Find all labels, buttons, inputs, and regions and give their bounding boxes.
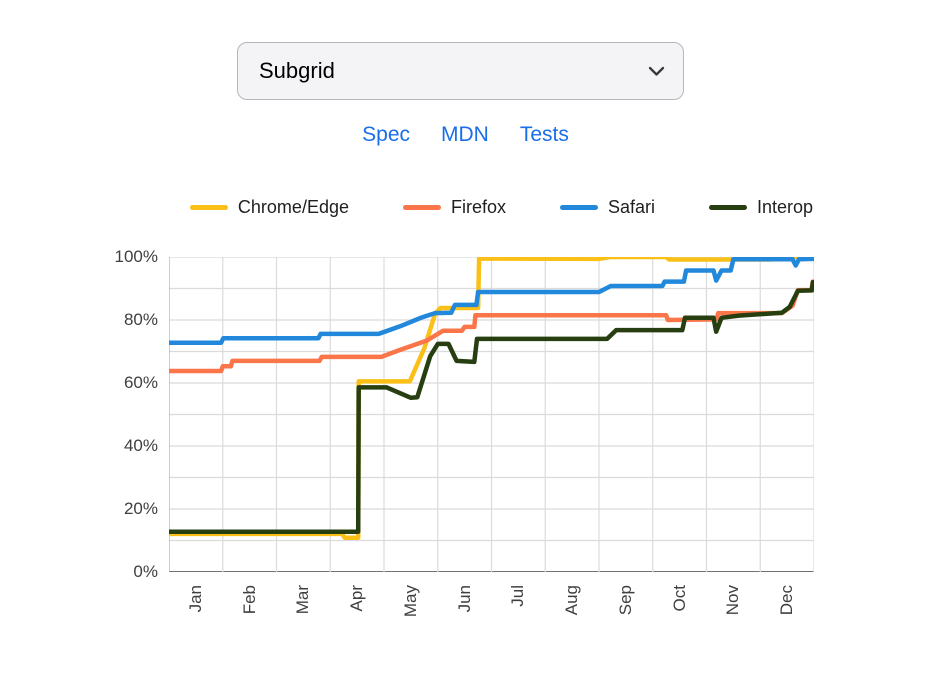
y-axis-tick-label: 40% xyxy=(123,436,158,455)
x-axis-tick-label: Nov xyxy=(723,585,743,616)
quick-links: Spec MDN Tests xyxy=(0,119,931,151)
link-spec[interactable]: Spec xyxy=(362,123,411,146)
legend-item-chrome-edge: Chrome/Edge xyxy=(189,196,349,218)
series-line-chrome-edge xyxy=(169,257,814,540)
chevron-down-icon xyxy=(648,66,665,77)
y-axis-tick-label: 0% xyxy=(133,562,158,581)
series-line-interop xyxy=(169,279,814,534)
x-axis-tick-label: Mar xyxy=(293,585,313,615)
y-axis-tick-label: 60% xyxy=(123,373,158,392)
series-line-safari xyxy=(169,257,814,345)
x-axis-tick-label: Oct xyxy=(669,585,689,612)
line-chart-plot xyxy=(169,257,814,572)
legend-swatch-icon xyxy=(402,204,441,210)
x-axis-tick-label: Feb xyxy=(239,585,259,615)
y-axis-labels: 0% 20% 40% 60% 80% 100% xyxy=(88,0,158,689)
feature-select[interactable]: Subgrid xyxy=(237,42,684,100)
legend-label: Firefox xyxy=(450,196,506,217)
chart-legend: Chrome/Edge Firefox Safari Interop xyxy=(179,194,824,220)
legend-item-firefox: Firefox xyxy=(402,196,506,218)
x-axis-tick-label: May xyxy=(400,585,420,618)
link-mdn[interactable]: MDN xyxy=(441,123,489,146)
x-axis-tick-label: Apr xyxy=(347,585,367,612)
link-tests[interactable]: Tests xyxy=(519,123,569,146)
x-axis-tick-label: Dec xyxy=(777,585,797,616)
legend-item-safari: Safari xyxy=(560,197,655,218)
x-axis-tick-label: Sep xyxy=(615,585,635,616)
legend-label: Chrome/Edge xyxy=(237,196,349,217)
legend-swatch-icon xyxy=(709,204,748,210)
legend-label: Safari xyxy=(608,196,656,217)
feature-select-value: Subgrid xyxy=(259,58,335,83)
legend-swatch-icon xyxy=(560,204,598,210)
x-axis-tick-label: Aug xyxy=(562,585,582,616)
y-axis-tick-label: 20% xyxy=(123,499,158,518)
legend-item-interop: Interop xyxy=(709,197,813,218)
x-axis-tick-label: Jul xyxy=(508,585,528,607)
legend-label: Interop xyxy=(757,196,814,217)
x-axis-tick-label: Jun xyxy=(454,585,474,613)
y-axis-tick-label: 80% xyxy=(123,310,158,329)
x-axis-tick-label: Jan xyxy=(185,585,205,613)
y-axis-tick-label: 100% xyxy=(114,247,158,266)
legend-swatch-icon xyxy=(189,204,228,210)
